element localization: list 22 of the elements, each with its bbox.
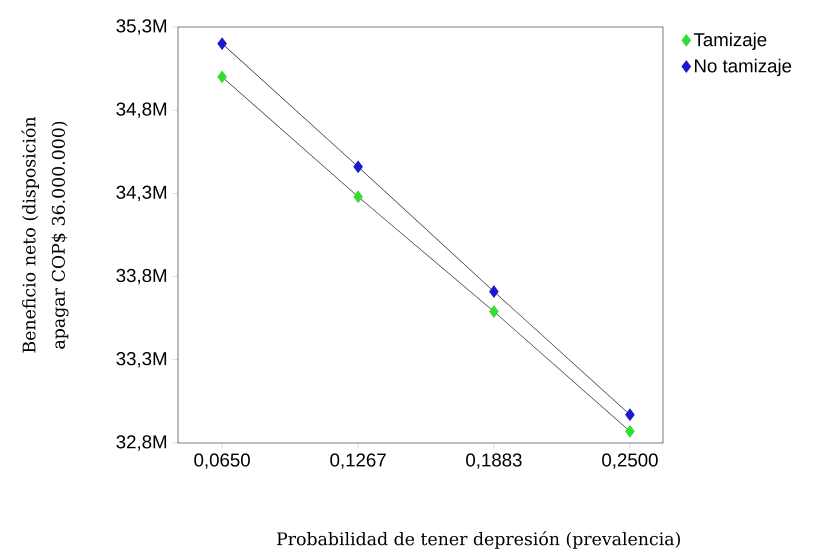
y-axis-title: Beneficio neto (disposición apagar COP$ 36.000.000) (21, 116, 69, 353)
x-tick-label: 0,1883 (466, 453, 522, 469)
y-tick-label: 35,3M (116, 19, 166, 35)
point (625, 425, 635, 438)
y-tick-label: 32,8M (116, 435, 166, 451)
point (489, 285, 499, 298)
x-tick-label: 0,1267 (330, 453, 386, 469)
point (217, 37, 227, 50)
legend-label: No tamizaje (695, 58, 792, 76)
legend-label: Tamizaje (694, 32, 766, 50)
point (217, 70, 227, 84)
y-tick-label: 34,8M (116, 102, 166, 118)
y-tick-label: 33,3M (116, 352, 166, 368)
y-tick-label: 33,8M (116, 268, 166, 284)
point (353, 190, 363, 203)
point (625, 408, 635, 421)
x-tick-label: 0,2500 (602, 453, 658, 469)
y-tick-label: 34,3M (116, 186, 166, 202)
point (353, 160, 363, 174)
x-tick-label: 0,0650 (194, 453, 250, 469)
x-axis-title: Probabilidad de tener depresión (prevalencia) (277, 531, 680, 549)
point (489, 305, 499, 318)
